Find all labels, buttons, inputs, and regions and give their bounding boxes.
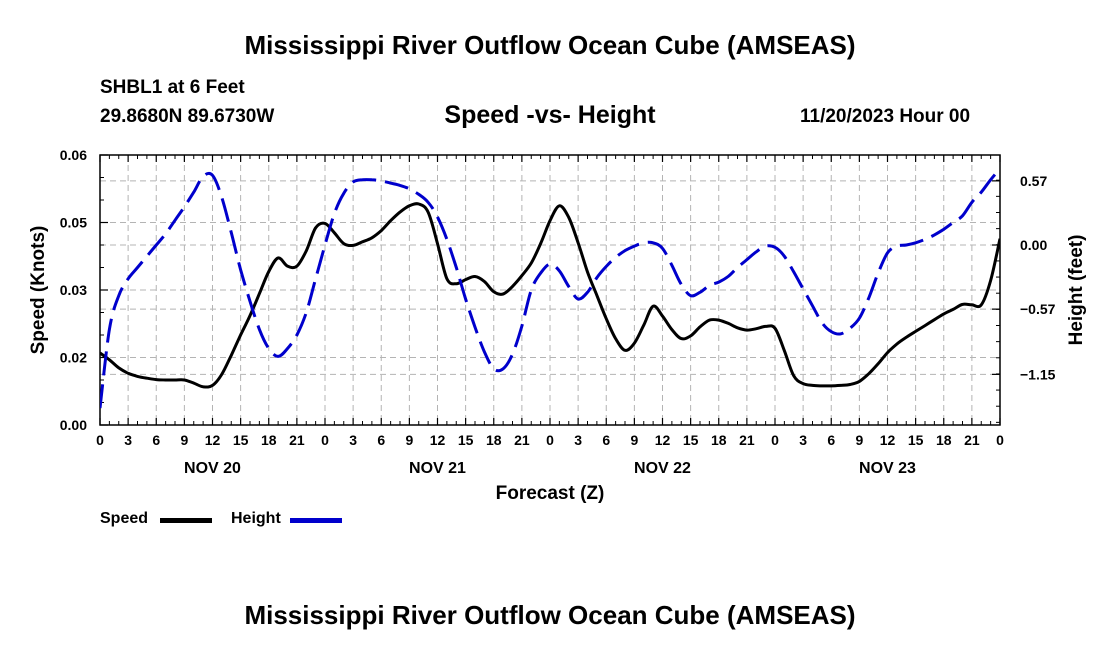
series-line-height bbox=[100, 167, 1000, 409]
x-tick-label: 18 bbox=[486, 432, 502, 448]
station-label: SHBL1 at 6 Feet bbox=[100, 77, 245, 98]
y-tick-label: 0.00 bbox=[60, 417, 87, 433]
y-axis-title: Speed (Knots) bbox=[28, 226, 49, 355]
x-tick-label: 15 bbox=[683, 432, 699, 448]
x-tick-label: 3 bbox=[799, 432, 807, 448]
x-tick-label: 15 bbox=[233, 432, 249, 448]
x-tick-label: 9 bbox=[180, 432, 188, 448]
legend-speed-label: Speed bbox=[100, 510, 149, 527]
x-tick-label: 21 bbox=[514, 432, 530, 448]
chart-main-title: Mississippi River Outflow Ocean Cube (AM… bbox=[244, 30, 856, 60]
y-tick-label: 0.05 bbox=[60, 215, 87, 231]
y-tick-label: 0.06 bbox=[60, 147, 87, 163]
day-label: NOV 22 bbox=[634, 460, 691, 477]
x-tick-label: 18 bbox=[711, 432, 727, 448]
bottom-repeated-title: Mississippi River Outflow Ocean Cube (AM… bbox=[244, 600, 856, 630]
x-tick-label: 18 bbox=[261, 432, 277, 448]
day-label: NOV 23 bbox=[859, 460, 916, 477]
y2-tick-label: −1.15 bbox=[1020, 366, 1056, 382]
legend-height-swatch bbox=[290, 518, 342, 523]
x-tick-label: 6 bbox=[827, 432, 835, 448]
x-tick-label: 15 bbox=[458, 432, 474, 448]
x-tick-label: 3 bbox=[574, 432, 582, 448]
x-tick-label: 3 bbox=[349, 432, 357, 448]
y2-tick-label: 0.57 bbox=[1020, 173, 1047, 189]
chart-subtitle: Speed -vs- Height bbox=[444, 101, 656, 129]
y-tick-label: 0.02 bbox=[60, 350, 87, 366]
x-tick-label: 6 bbox=[602, 432, 610, 448]
day-label: NOV 21 bbox=[409, 460, 466, 477]
series-line-speed bbox=[100, 202, 1000, 389]
y-tick-label: 0.03 bbox=[60, 282, 87, 298]
y2-axis-title: Height (feet) bbox=[1066, 235, 1087, 346]
x-tick-label: 12 bbox=[880, 432, 896, 448]
x-tick-label: 12 bbox=[655, 432, 671, 448]
x-tick-label: 0 bbox=[996, 432, 1004, 448]
x-tick-label: 9 bbox=[405, 432, 413, 448]
x-tick-label: 9 bbox=[855, 432, 863, 448]
coordinates-label: 29.8680N 89.6730W bbox=[100, 106, 275, 127]
x-tick-label: 0 bbox=[321, 432, 329, 448]
x-tick-label: 0 bbox=[96, 432, 104, 448]
x-tick-label: 6 bbox=[377, 432, 385, 448]
x-tick-label: 21 bbox=[739, 432, 755, 448]
day-label: NOV 20 bbox=[184, 460, 241, 477]
x-tick-label: 9 bbox=[630, 432, 638, 448]
x-tick-label: 21 bbox=[289, 432, 305, 448]
y2-tick-label: −0.57 bbox=[1020, 301, 1056, 317]
x-tick-label: 6 bbox=[152, 432, 160, 448]
x-axis-title: Forecast (Z) bbox=[495, 483, 605, 504]
x-tick-label: 18 bbox=[936, 432, 952, 448]
x-tick-label: 15 bbox=[908, 432, 924, 448]
legend-speed-swatch bbox=[160, 518, 212, 523]
x-tick-label: 12 bbox=[205, 432, 221, 448]
x-tick-label: 3 bbox=[124, 432, 132, 448]
x-tick-label: 0 bbox=[546, 432, 554, 448]
forecast-datestamp: 11/20/2023 Hour 00 bbox=[800, 106, 971, 127]
x-tick-label: 0 bbox=[771, 432, 779, 448]
x-tick-label: 21 bbox=[964, 432, 980, 448]
y2-tick-label: 0.00 bbox=[1020, 237, 1047, 253]
legend-height-label: Height bbox=[231, 510, 281, 527]
x-tick-label: 12 bbox=[430, 432, 446, 448]
